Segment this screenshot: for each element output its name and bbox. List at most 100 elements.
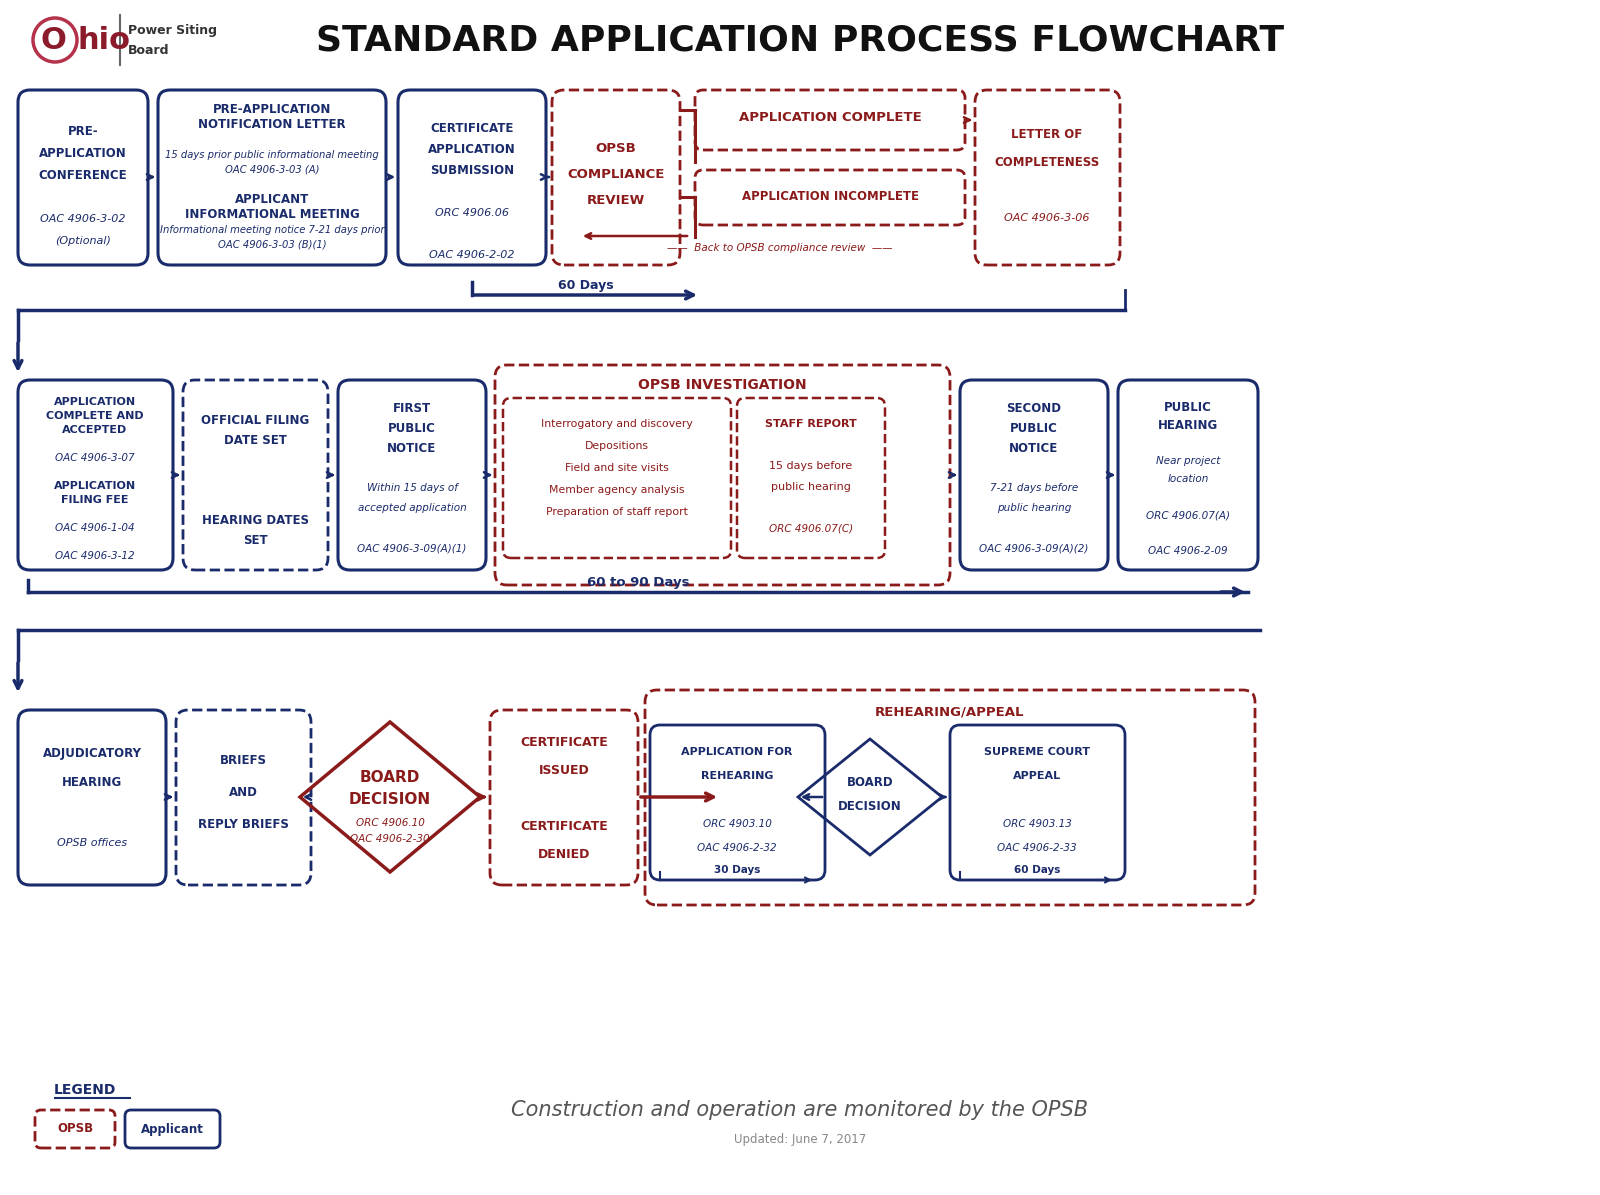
Text: OAC 4906-2-02: OAC 4906-2-02 [429,250,515,259]
Text: OAC 4906-2-30: OAC 4906-2-30 [350,834,430,844]
Text: accepted application: accepted application [358,503,466,513]
Text: NOTICE: NOTICE [1010,441,1059,454]
Text: ORC 4906.07(C): ORC 4906.07(C) [770,523,853,533]
Text: CERTIFICATE: CERTIFICATE [520,820,608,833]
Text: LEGEND: LEGEND [54,1083,117,1097]
Text: STANDARD APPLICATION PROCESS FLOWCHART: STANDARD APPLICATION PROCESS FLOWCHART [315,23,1285,57]
Text: OFFICIAL FILING: OFFICIAL FILING [202,413,309,427]
Text: COMPLIANCE: COMPLIANCE [568,167,664,180]
Text: 60 Days: 60 Days [1014,865,1061,875]
Text: BOARD: BOARD [846,777,893,790]
Text: ADJUDICATORY: ADJUDICATORY [43,747,141,760]
FancyBboxPatch shape [490,710,638,885]
Text: APPLICATION: APPLICATION [54,482,136,491]
Text: REHEARING: REHEARING [701,771,773,782]
Text: ISSUED: ISSUED [539,764,589,777]
FancyBboxPatch shape [494,364,950,586]
Text: OAC 4906-3-09(A)(2): OAC 4906-3-09(A)(2) [979,543,1088,553]
FancyBboxPatch shape [35,1110,115,1148]
Text: OAC 4906-2-09: OAC 4906-2-09 [1149,546,1227,556]
Text: DATE SET: DATE SET [224,434,286,447]
Text: PRE-APPLICATION: PRE-APPLICATION [213,103,331,116]
Text: BRIEFS: BRIEFS [219,754,267,767]
Text: 15 days before: 15 days before [770,460,853,471]
Text: 15 days prior public informational meeting: 15 days prior public informational meeti… [165,149,379,159]
FancyBboxPatch shape [18,380,173,570]
Text: NOTIFICATION LETTER: NOTIFICATION LETTER [198,118,346,131]
FancyBboxPatch shape [738,398,885,558]
Text: ——  Back to OPSB compliance review  ——: —— Back to OPSB compliance review —— [667,243,893,253]
Text: CONFERENCE: CONFERENCE [38,168,128,182]
Text: APPLICATION: APPLICATION [429,143,515,157]
Text: Power Siting: Power Siting [128,24,218,37]
Text: (Optional): (Optional) [54,235,110,246]
Text: ORC 4903.10: ORC 4903.10 [702,819,771,829]
FancyBboxPatch shape [398,90,546,265]
FancyBboxPatch shape [974,90,1120,265]
Text: STAFF REPORT: STAFF REPORT [765,418,858,429]
FancyBboxPatch shape [694,90,965,151]
Text: Near project: Near project [1155,456,1221,466]
Text: LETTER OF: LETTER OF [1011,128,1083,141]
Text: DECISION: DECISION [349,791,430,807]
Text: public hearing: public hearing [771,482,851,491]
Text: Depositions: Depositions [586,441,650,451]
Text: REPLY BRIEFS: REPLY BRIEFS [197,819,288,832]
Text: AND: AND [229,786,258,799]
Text: Member agency analysis: Member agency analysis [549,485,685,495]
Text: 60 Days: 60 Days [558,278,614,292]
FancyBboxPatch shape [182,380,328,570]
FancyBboxPatch shape [650,725,826,880]
Text: OAC 4906-3-09(A)(1): OAC 4906-3-09(A)(1) [357,543,467,553]
Text: APPLICATION FOR: APPLICATION FOR [682,747,792,756]
Text: OAC 4906-3-12: OAC 4906-3-12 [54,551,134,560]
FancyBboxPatch shape [125,1110,221,1148]
Text: OPSB: OPSB [58,1122,93,1135]
Text: HEARING: HEARING [62,777,122,790]
Text: FIRST: FIRST [394,402,430,415]
Text: OAC 4906-3-03 (A): OAC 4906-3-03 (A) [224,165,320,174]
Text: Within 15 days of: Within 15 days of [366,483,458,494]
FancyBboxPatch shape [176,710,310,885]
FancyBboxPatch shape [1118,380,1258,570]
Text: 60 to 90 Days: 60 to 90 Days [587,576,690,588]
Text: Interrogatory and discovery: Interrogatory and discovery [541,419,693,429]
Text: BOARD: BOARD [360,770,421,784]
Text: APPLICATION: APPLICATION [54,397,136,407]
FancyBboxPatch shape [950,725,1125,880]
Text: ORC 4903.13: ORC 4903.13 [1003,819,1072,829]
Text: APPLICANT: APPLICANT [235,194,309,206]
Text: PUBLIC: PUBLIC [389,422,435,435]
FancyBboxPatch shape [645,690,1254,905]
Text: APPLICATION INCOMPLETE: APPLICATION INCOMPLETE [741,190,918,202]
Text: SECOND: SECOND [1006,402,1061,415]
Text: OAC 4906-3-07: OAC 4906-3-07 [54,453,134,462]
FancyBboxPatch shape [18,90,147,265]
Text: Construction and operation are monitored by the OPSB: Construction and operation are monitored… [512,1101,1088,1120]
Text: 30 Days: 30 Days [714,865,760,875]
Text: Applicant: Applicant [141,1122,203,1135]
Text: O: O [40,25,66,55]
Text: CERTIFICATE: CERTIFICATE [430,122,514,135]
Text: OAC 4906-3-03 (B)(1): OAC 4906-3-03 (B)(1) [218,239,326,250]
Text: SUBMISSION: SUBMISSION [430,164,514,177]
FancyBboxPatch shape [502,398,731,558]
Text: ACCEPTED: ACCEPTED [62,425,128,435]
Text: HEARING: HEARING [1158,418,1218,431]
Text: COMPLETE AND: COMPLETE AND [46,411,144,421]
Text: OAC 4906-2-32: OAC 4906-2-32 [698,842,778,853]
Text: Preparation of staff report: Preparation of staff report [546,507,688,517]
FancyBboxPatch shape [552,90,680,265]
FancyBboxPatch shape [158,90,386,265]
Text: APPLICATION COMPLETE: APPLICATION COMPLETE [739,111,922,124]
Text: OPSB INVESTIGATION: OPSB INVESTIGATION [638,378,806,392]
Text: OAC 4906-3-06: OAC 4906-3-06 [1005,213,1090,223]
Text: 7-21 days before: 7-21 days before [990,483,1078,494]
Text: NOTICE: NOTICE [387,441,437,454]
Text: ORC 4906.06: ORC 4906.06 [435,208,509,217]
FancyBboxPatch shape [18,710,166,885]
Text: hio: hio [77,25,130,55]
Text: ORC 4906.10: ORC 4906.10 [355,819,424,828]
FancyBboxPatch shape [960,380,1107,570]
Text: SUPREME COURT: SUPREME COURT [984,747,1090,756]
